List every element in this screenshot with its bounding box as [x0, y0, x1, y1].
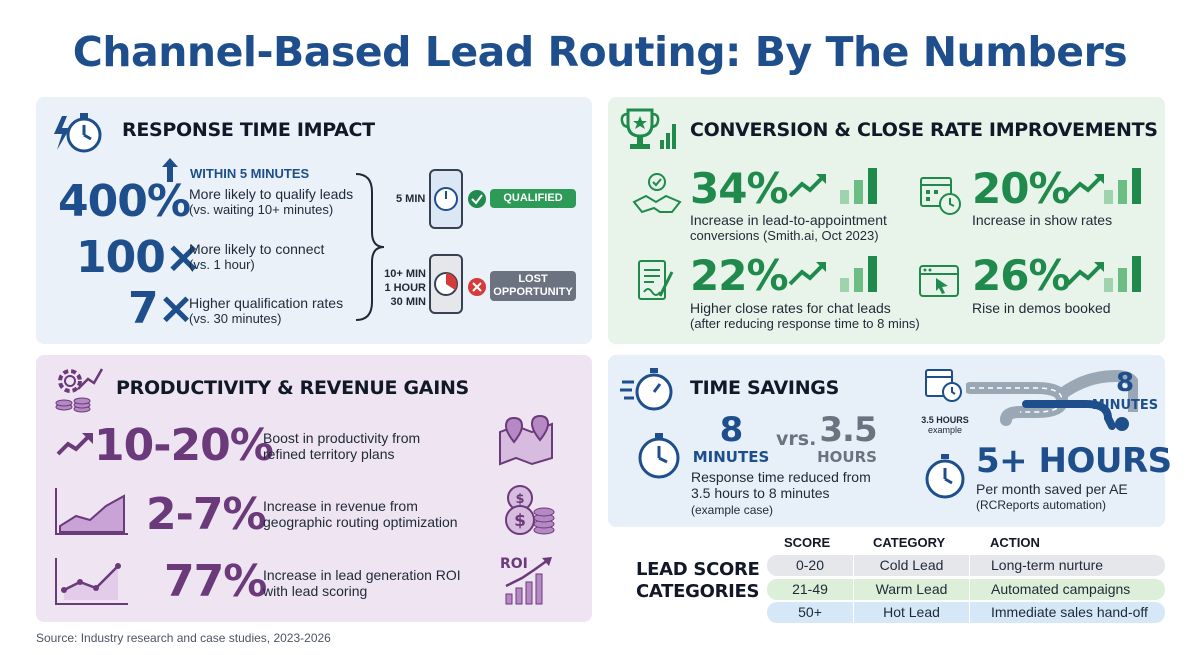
response-time-panel: [36, 97, 592, 344]
table-row: 21-49 Warm Lead Automated campaigns: [767, 579, 1165, 600]
column-header-score: SCORE: [784, 535, 831, 550]
stopwatch-icon: [925, 454, 965, 499]
check-icon: [468, 190, 486, 208]
to-unit: HOURS: [817, 448, 877, 466]
road-end-unit: MINUTES: [1091, 398, 1159, 413]
action-cell: Automated campaigns: [969, 579, 1165, 600]
stat-desc: More likely to qualify leads (vs. waiting…: [189, 186, 354, 217]
time-desc: Response time reduced from 3.5 hours to 8…: [691, 469, 871, 517]
action-cell: Immediate sales hand-off: [969, 602, 1165, 623]
calendar-clock-icon: [920, 177, 961, 215]
trend-up-icon: [788, 174, 826, 198]
browser-cursor-icon: [919, 265, 959, 297]
road-start-label: 3.5 HOURS example: [921, 415, 969, 435]
document-pen-icon: [638, 260, 674, 300]
to-value: 3.5: [819, 410, 877, 450]
lost-opportunity-badge: LOST OPPORTUNITY: [490, 271, 576, 301]
stat-value: 77%: [164, 556, 267, 607]
stopwatch-icon: [620, 368, 673, 411]
stat-value: 20%: [972, 164, 1071, 213]
source-note: Source: Industry research and case studi…: [36, 631, 331, 645]
within-label: WITHIN 5 MINUTES: [190, 166, 310, 181]
stat-desc: Rise in demos booked: [972, 300, 1111, 316]
stat-value: 400%: [58, 176, 191, 227]
roi-chart-icon: [505, 557, 552, 605]
table-row: 50+ Hot Lead Immediate sales hand-off: [767, 602, 1165, 623]
trend-up-icon: [56, 433, 93, 456]
calendar-clock-icon: [925, 369, 962, 402]
stat-desc: Increase in lead-to-appointment conversio…: [690, 212, 887, 243]
trend-up-icon: [1066, 174, 1104, 198]
brace-icon: [355, 173, 385, 321]
slow-labels: 10+ MIN 1 HOUR 30 MIN: [384, 268, 426, 308]
roi-label: ROI: [500, 556, 528, 572]
lead-score-label: LEAD SCORE CATEGORIES: [636, 559, 760, 602]
response-heading: RESPONSE TIME IMPACT: [122, 119, 375, 141]
handshake-icon: [632, 173, 682, 214]
table-row: 0-20 Cold Lead Long-term nurture: [767, 555, 1165, 576]
from-value: 8: [719, 410, 744, 450]
score-cell: 50+: [798, 604, 822, 620]
bar-chart-icon: [1104, 168, 1141, 204]
stat-desc: Boost in productivity from refined territ…: [263, 430, 421, 462]
money-coins-icon: $ $: [505, 485, 555, 535]
category-cell: Hot Lead: [853, 602, 969, 623]
saved-value: 5+ HOURS: [976, 441, 1172, 481]
stat-value: 22%: [690, 251, 789, 300]
svg-text:$: $: [515, 492, 524, 507]
stat-value: 26%: [972, 251, 1071, 300]
productivity-heading: PRODUCTIVITY & REVENUE GAINS: [116, 377, 469, 399]
phone-timer-icon: [429, 254, 463, 314]
stat-desc: Increase in show rates: [972, 212, 1113, 228]
bar-chart-icon: [1104, 256, 1141, 292]
stat-value: 10-20%: [94, 420, 274, 471]
trend-up-icon: [788, 262, 826, 286]
bar-chart-icon: [840, 168, 877, 204]
qualified-badge: QUALIFIED: [490, 189, 576, 208]
score-cell: 0-20: [795, 557, 825, 573]
line-chart-icon: [55, 558, 128, 605]
vs-label: vrs.: [776, 428, 817, 450]
conversion-panel: [608, 97, 1165, 344]
stopwatch-lightning-icon: [54, 113, 102, 153]
stat-desc: More likely to connect (vs. 1 hour): [189, 241, 325, 272]
time-heading: TIME SAVINGS: [690, 377, 839, 399]
area-chart-icon: [55, 488, 128, 535]
score-cell: 21-49: [792, 581, 828, 597]
x-icon: [468, 278, 486, 296]
road-path-icon: [966, 369, 1138, 431]
arrow-up-icon: [162, 158, 178, 182]
stat-value: 2-7%: [146, 489, 267, 540]
stat-value: 100×: [76, 232, 202, 283]
stat-value: 7×: [128, 283, 194, 334]
column-header-action: ACTION: [990, 535, 1040, 550]
stat-value: 34%: [690, 164, 789, 213]
map-pin-icon: [499, 414, 553, 466]
trophy-icon: [620, 108, 676, 149]
road-end-value: 8: [1115, 368, 1135, 398]
stat-desc: Higher close rates for chat leads (after …: [690, 300, 920, 331]
page-title: Channel-Based Lead Routing: By The Numbe…: [72, 28, 1128, 76]
trend-up-icon: [1066, 262, 1104, 286]
category-cell: Warm Lead: [853, 579, 969, 600]
svg-text:$: $: [514, 511, 526, 531]
stat-desc: Higher qualification rates (vs. 30 minute…: [189, 295, 344, 326]
productivity-panel: [36, 355, 592, 622]
stat-desc: Increase in revenue from geographic routi…: [263, 498, 458, 530]
saved-desc: Per month saved per AE (RCReports automat…: [976, 481, 1128, 512]
stopwatch-icon: [638, 433, 680, 479]
column-header-category: CATEGORY: [873, 535, 946, 550]
phone-timer-icon: [429, 169, 463, 229]
conversion-heading: CONVERSION & CLOSE RATE IMPROVEMENTS: [690, 119, 1158, 141]
from-unit: MINUTES: [692, 448, 770, 466]
bar-chart-icon: [840, 256, 877, 292]
stat-desc: Increase in lead generation ROI with lead…: [263, 567, 461, 599]
gear-coins-icon: [55, 368, 104, 413]
action-cell: Long-term nurture: [969, 555, 1165, 576]
fast-label: 5 MIN: [396, 193, 426, 205]
category-cell: Cold Lead: [853, 555, 969, 576]
